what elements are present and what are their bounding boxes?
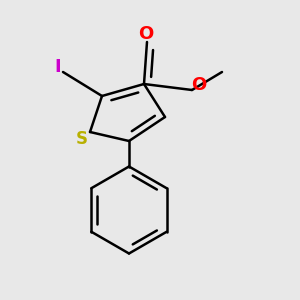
Text: O: O <box>138 25 153 43</box>
Text: O: O <box>191 76 206 94</box>
Text: I: I <box>54 58 61 76</box>
Text: S: S <box>76 130 88 148</box>
